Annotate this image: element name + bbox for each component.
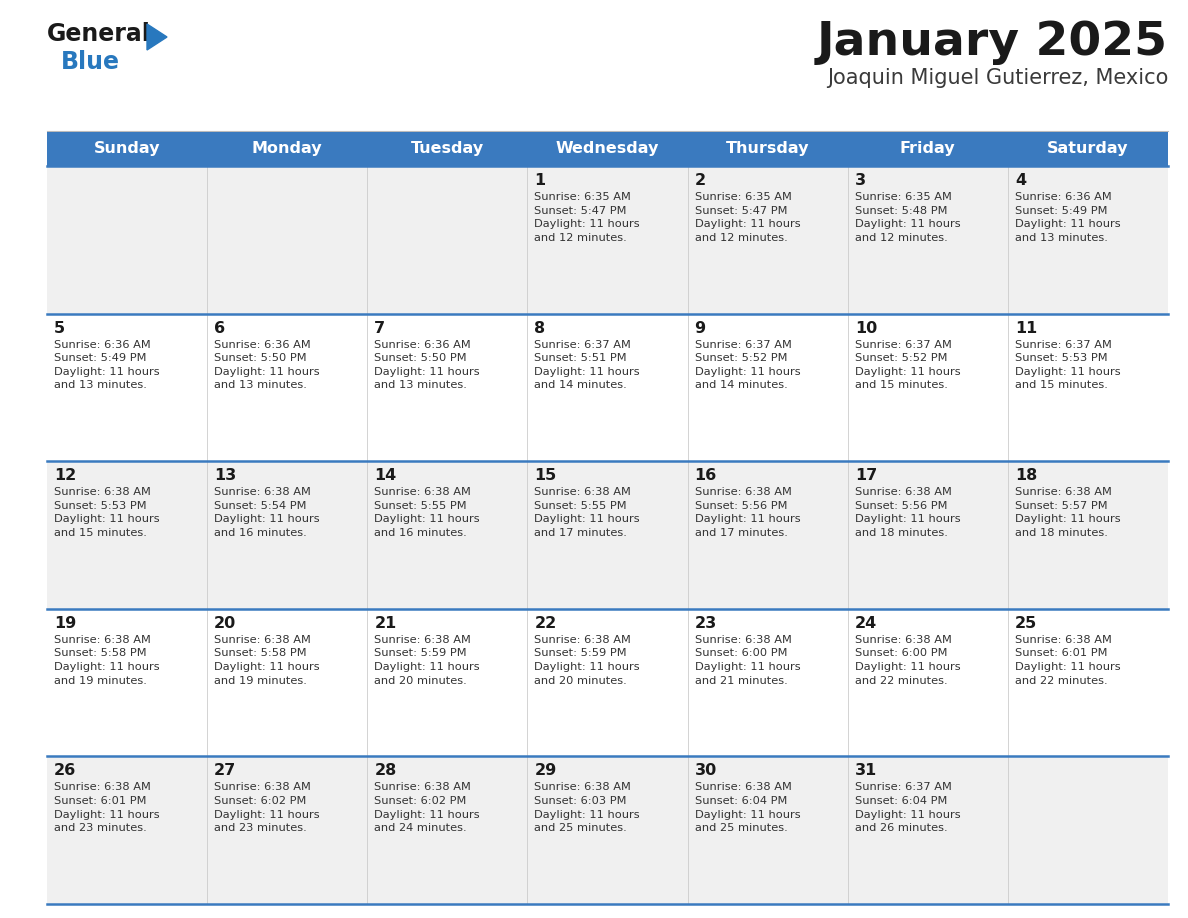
Text: 2: 2 (695, 173, 706, 188)
Text: Thursday: Thursday (726, 141, 809, 156)
Bar (48, 166, 1168, 314)
Text: 14: 14 (374, 468, 397, 483)
Bar (527, 132, 688, 166)
Text: Sunrise: 6:36 AM
Sunset: 5:50 PM
Daylight: 11 hours
and 13 minutes.: Sunrise: 6:36 AM Sunset: 5:50 PM Dayligh… (214, 340, 320, 390)
Text: Friday: Friday (901, 141, 955, 156)
Text: 28: 28 (374, 764, 397, 778)
Text: 12: 12 (53, 468, 76, 483)
Bar (848, 132, 1007, 166)
Text: Sunrise: 6:38 AM
Sunset: 6:02 PM
Daylight: 11 hours
and 23 minutes.: Sunrise: 6:38 AM Sunset: 6:02 PM Dayligh… (214, 782, 320, 834)
Bar (367, 132, 527, 166)
Text: Sunrise: 6:38 AM
Sunset: 6:04 PM
Daylight: 11 hours
and 25 minutes.: Sunrise: 6:38 AM Sunset: 6:04 PM Dayligh… (695, 782, 801, 834)
Text: Sunday: Sunday (94, 141, 160, 156)
Text: 17: 17 (854, 468, 877, 483)
Text: 25: 25 (1015, 616, 1037, 631)
Text: 1: 1 (535, 173, 545, 188)
Bar (207, 132, 367, 166)
Bar (48, 314, 1168, 461)
Text: Sunrise: 6:38 AM
Sunset: 5:57 PM
Daylight: 11 hours
and 18 minutes.: Sunrise: 6:38 AM Sunset: 5:57 PM Dayligh… (1015, 487, 1120, 538)
Text: 5: 5 (53, 320, 65, 336)
Text: 21: 21 (374, 616, 397, 631)
Bar (48, 132, 207, 166)
Text: Sunrise: 6:35 AM
Sunset: 5:48 PM
Daylight: 11 hours
and 12 minutes.: Sunrise: 6:35 AM Sunset: 5:48 PM Dayligh… (854, 192, 960, 242)
Bar (688, 132, 848, 166)
Text: 20: 20 (214, 616, 236, 631)
Text: Sunrise: 6:37 AM
Sunset: 5:52 PM
Daylight: 11 hours
and 14 minutes.: Sunrise: 6:37 AM Sunset: 5:52 PM Dayligh… (695, 340, 801, 390)
Text: 9: 9 (695, 320, 706, 336)
Text: Sunrise: 6:38 AM
Sunset: 5:56 PM
Daylight: 11 hours
and 18 minutes.: Sunrise: 6:38 AM Sunset: 5:56 PM Dayligh… (854, 487, 960, 538)
Text: Sunrise: 6:36 AM
Sunset: 5:50 PM
Daylight: 11 hours
and 13 minutes.: Sunrise: 6:36 AM Sunset: 5:50 PM Dayligh… (374, 340, 480, 390)
Text: 6: 6 (214, 320, 226, 336)
Text: 24: 24 (854, 616, 877, 631)
Text: Sunrise: 6:37 AM
Sunset: 6:04 PM
Daylight: 11 hours
and 26 minutes.: Sunrise: 6:37 AM Sunset: 6:04 PM Dayligh… (854, 782, 960, 834)
Text: Sunrise: 6:38 AM
Sunset: 6:01 PM
Daylight: 11 hours
and 23 minutes.: Sunrise: 6:38 AM Sunset: 6:01 PM Dayligh… (53, 782, 159, 834)
Text: General: General (48, 22, 151, 46)
Text: Sunrise: 6:38 AM
Sunset: 5:53 PM
Daylight: 11 hours
and 15 minutes.: Sunrise: 6:38 AM Sunset: 5:53 PM Dayligh… (53, 487, 159, 538)
Bar (48, 756, 1168, 904)
Text: 29: 29 (535, 764, 557, 778)
Text: Sunrise: 6:38 AM
Sunset: 6:01 PM
Daylight: 11 hours
and 22 minutes.: Sunrise: 6:38 AM Sunset: 6:01 PM Dayligh… (1015, 635, 1120, 686)
Text: Joaquin Miguel Gutierrez, Mexico: Joaquin Miguel Gutierrez, Mexico (827, 68, 1168, 88)
Text: 11: 11 (1015, 320, 1037, 336)
Text: 7: 7 (374, 320, 385, 336)
Text: 26: 26 (53, 764, 76, 778)
Text: Sunrise: 6:37 AM
Sunset: 5:51 PM
Daylight: 11 hours
and 14 minutes.: Sunrise: 6:37 AM Sunset: 5:51 PM Dayligh… (535, 340, 640, 390)
Text: Saturday: Saturday (1047, 141, 1129, 156)
Text: Sunrise: 6:38 AM
Sunset: 5:58 PM
Daylight: 11 hours
and 19 minutes.: Sunrise: 6:38 AM Sunset: 5:58 PM Dayligh… (214, 635, 320, 686)
Text: Sunrise: 6:38 AM
Sunset: 5:55 PM
Daylight: 11 hours
and 16 minutes.: Sunrise: 6:38 AM Sunset: 5:55 PM Dayligh… (374, 487, 480, 538)
Text: Sunrise: 6:38 AM
Sunset: 5:54 PM
Daylight: 11 hours
and 16 minutes.: Sunrise: 6:38 AM Sunset: 5:54 PM Dayligh… (214, 487, 320, 538)
Text: 16: 16 (695, 468, 716, 483)
Text: 30: 30 (695, 764, 716, 778)
Text: Sunrise: 6:38 AM
Sunset: 5:59 PM
Daylight: 11 hours
and 20 minutes.: Sunrise: 6:38 AM Sunset: 5:59 PM Dayligh… (535, 635, 640, 686)
Text: 27: 27 (214, 764, 236, 778)
Bar (1007, 132, 1168, 166)
Polygon shape (147, 24, 168, 50)
Text: Sunrise: 6:38 AM
Sunset: 5:55 PM
Daylight: 11 hours
and 17 minutes.: Sunrise: 6:38 AM Sunset: 5:55 PM Dayligh… (535, 487, 640, 538)
Text: Tuesday: Tuesday (411, 141, 484, 156)
Text: Sunrise: 6:37 AM
Sunset: 5:52 PM
Daylight: 11 hours
and 15 minutes.: Sunrise: 6:37 AM Sunset: 5:52 PM Dayligh… (854, 340, 960, 390)
Text: Sunrise: 6:37 AM
Sunset: 5:53 PM
Daylight: 11 hours
and 15 minutes.: Sunrise: 6:37 AM Sunset: 5:53 PM Dayligh… (1015, 340, 1120, 390)
Text: Sunrise: 6:38 AM
Sunset: 6:00 PM
Daylight: 11 hours
and 21 minutes.: Sunrise: 6:38 AM Sunset: 6:00 PM Dayligh… (695, 635, 801, 686)
Text: 19: 19 (53, 616, 76, 631)
Text: Wednesday: Wednesday (556, 141, 659, 156)
Text: 3: 3 (854, 173, 866, 188)
Text: Sunrise: 6:38 AM
Sunset: 5:58 PM
Daylight: 11 hours
and 19 minutes.: Sunrise: 6:38 AM Sunset: 5:58 PM Dayligh… (53, 635, 159, 686)
Text: Sunrise: 6:38 AM
Sunset: 6:02 PM
Daylight: 11 hours
and 24 minutes.: Sunrise: 6:38 AM Sunset: 6:02 PM Dayligh… (374, 782, 480, 834)
Text: 18: 18 (1015, 468, 1037, 483)
Text: Sunrise: 6:38 AM
Sunset: 5:59 PM
Daylight: 11 hours
and 20 minutes.: Sunrise: 6:38 AM Sunset: 5:59 PM Dayligh… (374, 635, 480, 686)
Text: 4: 4 (1015, 173, 1026, 188)
Text: 10: 10 (854, 320, 877, 336)
Text: Blue: Blue (61, 50, 120, 74)
Text: January 2025: January 2025 (817, 20, 1168, 65)
Text: Sunrise: 6:35 AM
Sunset: 5:47 PM
Daylight: 11 hours
and 12 minutes.: Sunrise: 6:35 AM Sunset: 5:47 PM Dayligh… (535, 192, 640, 242)
Text: 23: 23 (695, 616, 716, 631)
Text: Monday: Monday (252, 141, 322, 156)
Bar (48, 609, 1168, 756)
Text: Sunrise: 6:38 AM
Sunset: 5:56 PM
Daylight: 11 hours
and 17 minutes.: Sunrise: 6:38 AM Sunset: 5:56 PM Dayligh… (695, 487, 801, 538)
Bar (48, 461, 1168, 609)
Text: 22: 22 (535, 616, 557, 631)
Text: Sunrise: 6:36 AM
Sunset: 5:49 PM
Daylight: 11 hours
and 13 minutes.: Sunrise: 6:36 AM Sunset: 5:49 PM Dayligh… (1015, 192, 1120, 242)
Text: 31: 31 (854, 764, 877, 778)
Text: 15: 15 (535, 468, 557, 483)
Text: 8: 8 (535, 320, 545, 336)
Text: Sunrise: 6:38 AM
Sunset: 6:00 PM
Daylight: 11 hours
and 22 minutes.: Sunrise: 6:38 AM Sunset: 6:00 PM Dayligh… (854, 635, 960, 686)
Text: 13: 13 (214, 468, 236, 483)
Text: Sunrise: 6:35 AM
Sunset: 5:47 PM
Daylight: 11 hours
and 12 minutes.: Sunrise: 6:35 AM Sunset: 5:47 PM Dayligh… (695, 192, 801, 242)
Text: Sunrise: 6:36 AM
Sunset: 5:49 PM
Daylight: 11 hours
and 13 minutes.: Sunrise: 6:36 AM Sunset: 5:49 PM Dayligh… (53, 340, 159, 390)
Text: Sunrise: 6:38 AM
Sunset: 6:03 PM
Daylight: 11 hours
and 25 minutes.: Sunrise: 6:38 AM Sunset: 6:03 PM Dayligh… (535, 782, 640, 834)
